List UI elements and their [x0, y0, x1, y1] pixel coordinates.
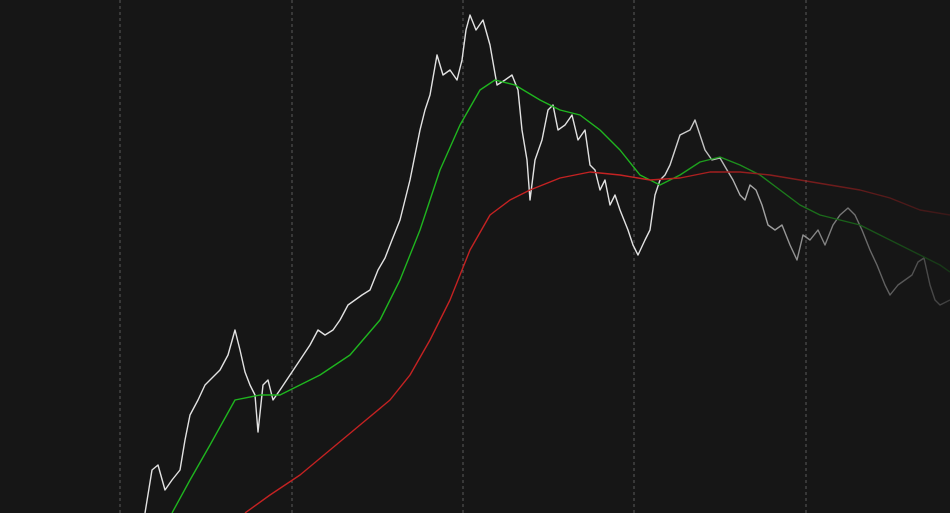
plot: [144, 14, 950, 513]
line-series: [144, 14, 950, 513]
line-series: [171, 79, 950, 513]
grid: [119, 0, 807, 513]
line-series: [244, 171, 950, 513]
